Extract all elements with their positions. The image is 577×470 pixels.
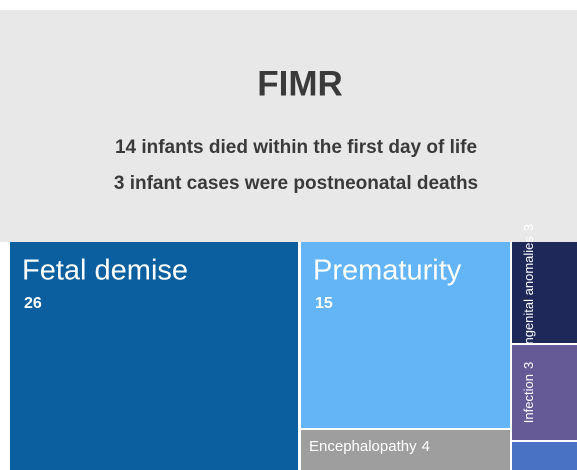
treemap-cell: [10, 242, 298, 470]
cell-label: Encephalopathy 4: [309, 438, 430, 455]
chart-title: FIMR: [257, 64, 343, 103]
treemap-cell: [512, 242, 577, 343]
cell-value: 15: [315, 295, 333, 312]
cell-value: 3: [521, 224, 536, 231]
cell-label: Prematurity: [313, 255, 462, 287]
treemap: Fetal demise 26 Prematurity 15 Encephalopath…: [10, 224, 577, 470]
cell-value: 4: [422, 438, 430, 455]
cell-value: 26: [24, 295, 42, 312]
cell-value: 3: [521, 362, 536, 369]
annotation: 3 infant cases were postneonatal deaths: [114, 173, 478, 194]
cell-name: Congenital anomalies: [521, 236, 536, 362]
header-background: [0, 10, 577, 242]
cell-name: Encephalopathy: [309, 438, 417, 455]
cell-label: Congenital anomalies 3: [521, 224, 536, 361]
treemap-cell: [512, 442, 577, 470]
cell-name: Infection: [521, 374, 536, 423]
annotation: 14 infants died within the first day of …: [115, 137, 477, 158]
treemap-cell: [301, 430, 510, 470]
treemap-cell: [512, 345, 577, 440]
treemap-cell: [301, 242, 510, 428]
cell-label: Fetal demise: [22, 255, 188, 287]
cell-label: Infection 3: [521, 362, 536, 423]
